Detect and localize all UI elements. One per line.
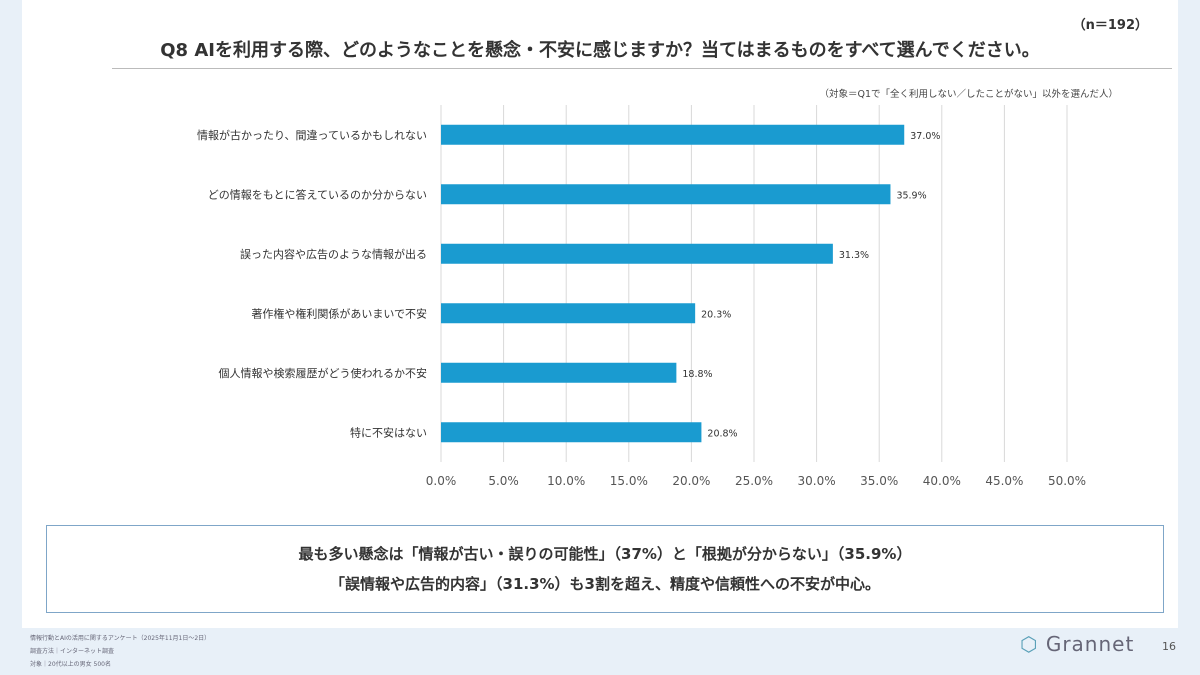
x-tick-label: 30.0%	[798, 474, 836, 488]
bar	[441, 303, 696, 324]
bar	[441, 362, 677, 383]
page-title: Q8 AIを利用する際、どのようなことを懸念・不安に感じますか？当てはまるものを…	[160, 40, 1040, 61]
category-label: 著作権や権利関係があいまいで不安	[251, 306, 427, 320]
bar	[441, 124, 905, 145]
data-label: 37.0%	[910, 131, 940, 142]
summary-line-1: 最も多い懸念は「情報が古い・誤りの可能性」（37%）と「根拠が分からない」（35…	[298, 545, 912, 563]
title-divider	[112, 68, 1172, 69]
x-tick-label: 45.0%	[985, 474, 1023, 488]
category-label: どの情報をもとに答えているのか分からない	[208, 187, 427, 201]
x-tick-label: 5.0%	[488, 474, 519, 488]
category-label: 誤った内容や広告のような情報が出る	[240, 247, 427, 261]
category-label: 個人情報や検索履歴がどう使われるか不安	[219, 366, 427, 380]
bar-chart: 0.0% 5.0% 10.0% 15.0% 20.0% 25.0% 30.0% 35.0% 40…	[197, 105, 1086, 488]
data-label: 35.9%	[896, 190, 926, 201]
footer-target: 対象｜20代以上の男女 500名	[30, 661, 111, 668]
x-tick-label: 0.0%	[426, 474, 457, 488]
page-number: 16	[1162, 640, 1176, 653]
slide: （n＝192） Q8 AIを利用する際、どのようなことを懸念・不安に感じますか？…	[22, 0, 1178, 628]
x-tick-label: 10.0%	[547, 474, 585, 488]
category-label: 特に不安はない	[350, 425, 427, 439]
grannet-logo: ⬡ Grannet	[1020, 632, 1134, 656]
x-tick-label: 25.0%	[735, 474, 773, 488]
data-label: 20.3%	[701, 309, 731, 320]
sample-size: （n＝192）	[1072, 18, 1148, 33]
bar	[441, 243, 833, 264]
footer-survey: 情報行動とAIの活用に関するアンケート（2025年11月1日～2日）	[30, 635, 211, 642]
x-tick-label: 50.0%	[1048, 474, 1086, 488]
summary-box: 最も多い懸念は「情報が古い・誤りの可能性」（37%）と「根拠が分からない」（35…	[46, 525, 1164, 613]
category-label: 情報が古かったり、間違っているかもしれない	[197, 128, 427, 142]
logo-mark-icon: ⬡	[1020, 632, 1039, 656]
x-tick-label: 35.0%	[860, 474, 898, 488]
bar	[441, 184, 891, 205]
data-label: 31.3%	[839, 250, 869, 261]
summary-line-2: 「誤情報や広告的内容」（31.3%）も3割を超え、精度や信頼性への不安が中心。	[330, 575, 880, 593]
x-tick-label: 40.0%	[923, 474, 961, 488]
x-tick-label: 20.0%	[672, 474, 710, 488]
data-label: 20.8%	[707, 428, 737, 439]
logo-text: Grannet	[1045, 632, 1135, 656]
x-tick-label: 15.0%	[610, 474, 648, 488]
data-label: 18.8%	[682, 369, 712, 380]
bar	[441, 422, 702, 443]
target-note: （対象＝Q1で「全く利用しない／したことがない」以外を選んだ人）	[819, 89, 1118, 100]
footer-method: 調査方法｜インターネット調査	[30, 648, 115, 655]
